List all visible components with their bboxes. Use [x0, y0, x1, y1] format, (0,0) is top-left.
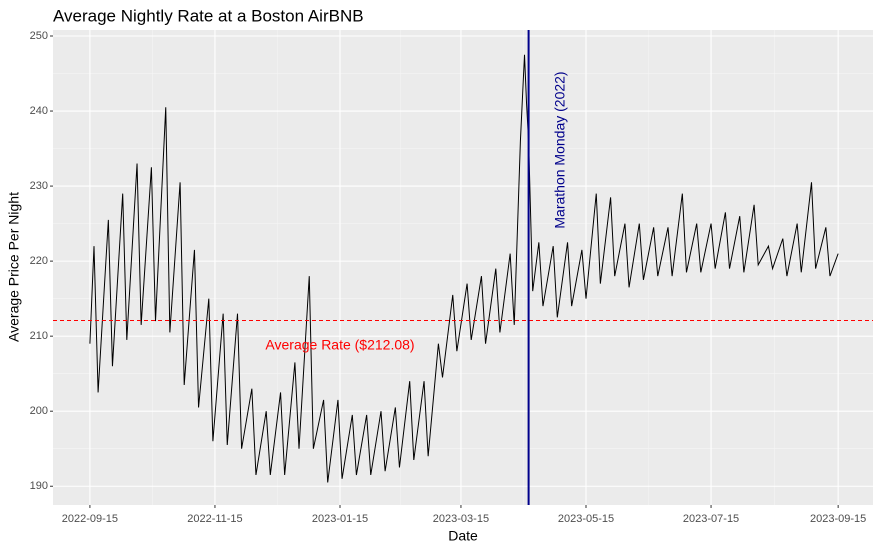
y-tick-label: 210: [30, 330, 48, 342]
x-tick-label: 2023-05-15: [558, 513, 614, 525]
y-tick-label: 190: [30, 480, 48, 492]
y-tick-label: 250: [30, 30, 48, 42]
x-tick-label: 2022-09-15: [62, 513, 118, 525]
x-tick-label: 2023-07-15: [683, 513, 739, 525]
y-axis-label: Average Price Per Night: [6, 192, 22, 342]
marathon-label: Marathon Monday (2022): [551, 71, 567, 228]
y-tick-label: 220: [30, 255, 48, 267]
x-tick-label: 2023-03-15: [433, 513, 489, 525]
plot-panel: [53, 30, 873, 505]
price-line: [89, 54, 839, 483]
y-tick-label: 230: [30, 180, 48, 192]
y-tick-label: 240: [30, 105, 48, 117]
chart-title: Average Nightly Rate at a Boston AirBNB: [53, 6, 364, 25]
x-tick-label: 2022-11-15: [187, 513, 242, 525]
x-tick-label: 2023-01-15: [312, 513, 368, 525]
x-tick-label: 2023-09-15: [810, 513, 866, 525]
y-tick-label: 200: [30, 405, 48, 417]
average-label: Average Rate ($212.08): [265, 336, 414, 352]
x-axis-label: Date: [448, 528, 478, 544]
